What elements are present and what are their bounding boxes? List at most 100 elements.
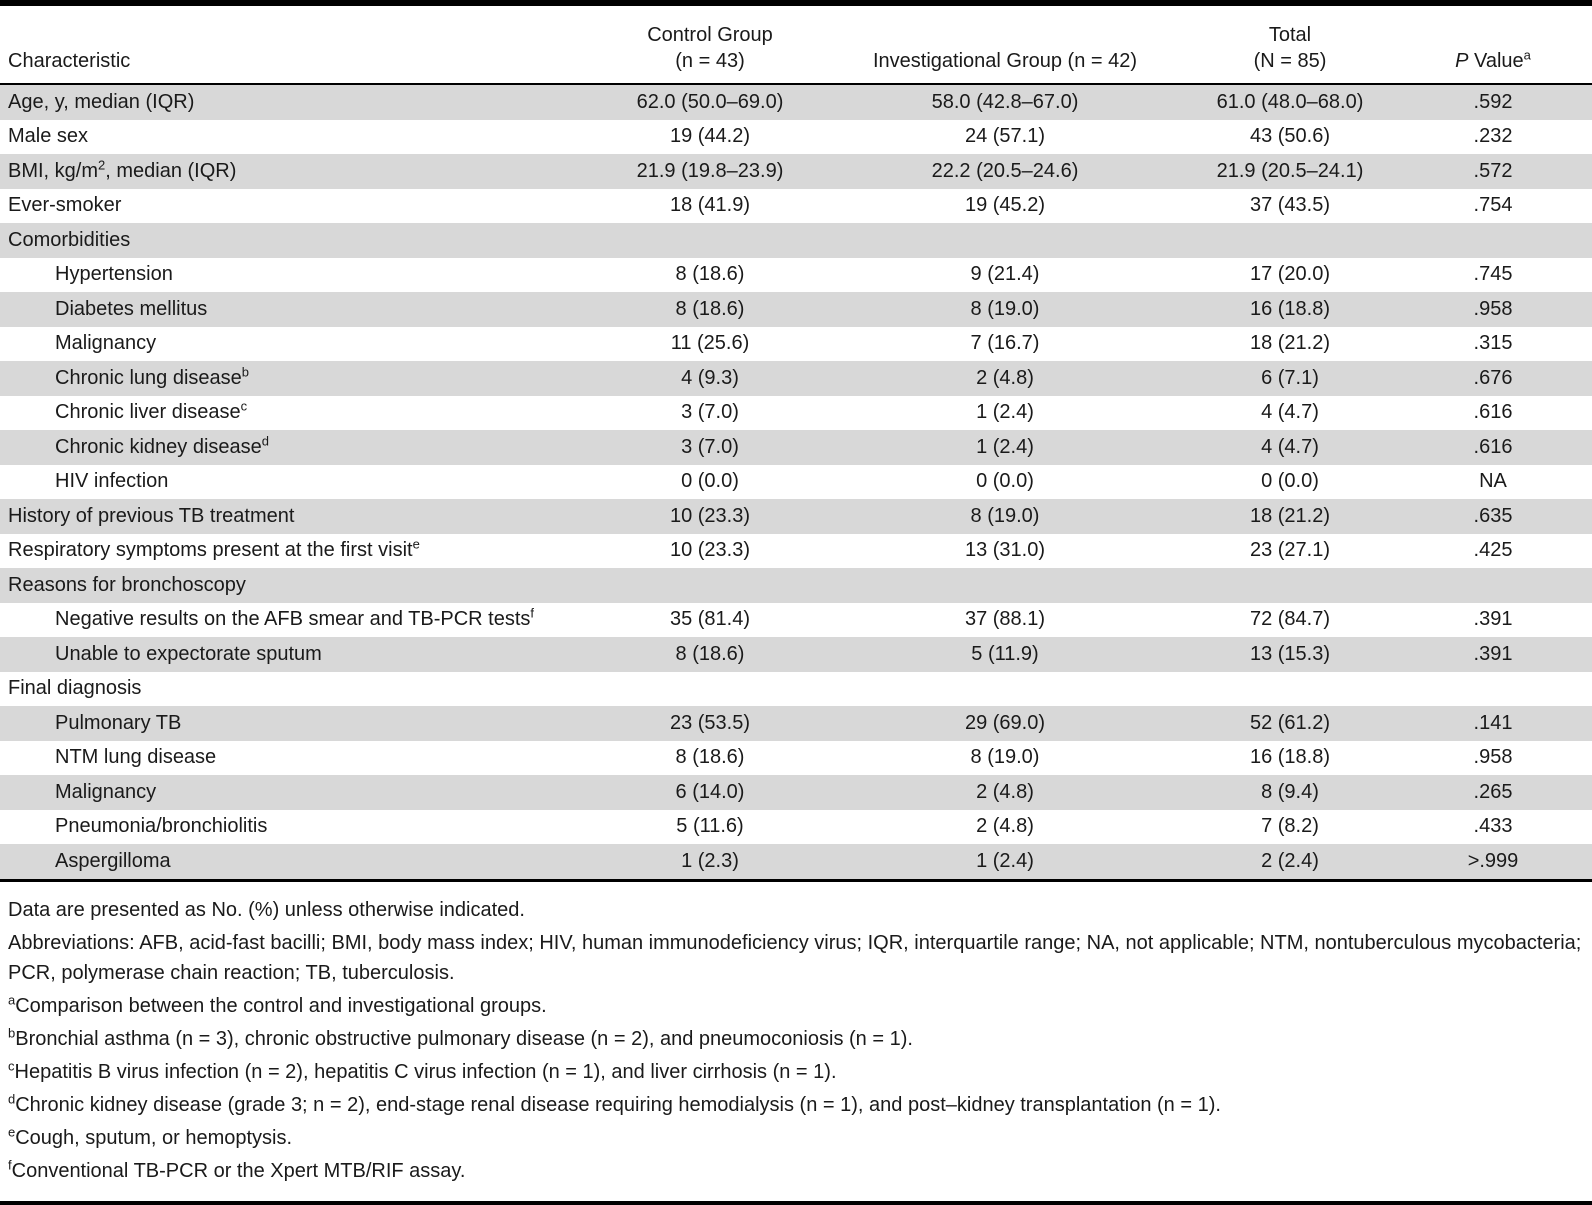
footnote-marker: b [8,1024,16,1040]
row-label-cell: Diabetes mellitus [0,292,560,327]
p-value: .616 [1473,435,1513,458]
control-value: 21.9 (19.8–23.9) [636,159,784,182]
table-row: Chronic kidney diseased 3 (7.0) 1 (2.4) … [0,430,1592,465]
investigational-value: 2 (4.8) [976,366,1034,389]
total-value: 7 (8.2) [1261,815,1319,838]
investigational-value: 8 (19.0) [970,504,1040,527]
control-value: 3 (7.0) [681,435,739,458]
p-value [1430,672,1592,707]
control-value: 8 (18.6) [675,642,745,665]
row-label-superscript: 2 [98,157,106,173]
total-value: 2 (2.4) [1150,844,1430,882]
total-value: 43 (50.6) [1249,125,1331,148]
row-label: Malignancy [55,332,157,355]
row-label-cell: HIV infection [0,465,560,500]
total-value: 18 (21.2) [1249,504,1331,527]
total-value: 23 (27.1) [1249,539,1331,562]
p-value: .315 [1473,332,1513,355]
total-value: 72 (84.7) [1249,608,1331,631]
investigational-value: 1 (2.4) [976,435,1034,458]
row-label-superscript: e [412,536,420,552]
control-value: 10 (23.3) [669,539,751,562]
row-label-cell: Pneumonia/bronchiolitis [0,810,560,845]
row-label-cell: Negative results on the AFB smear and TB… [0,603,560,638]
row-label: Chronic lung disease [55,366,242,389]
control-value: 0 (0.0) [681,470,739,493]
footnote-text: Chronic kidney disease (grade 3; n = 2),… [15,1093,1221,1116]
footnote-text: Bronchial asthma (n = 3), chronic obstru… [15,1027,913,1050]
investigational-value [860,672,1150,707]
p-value-header-superscript: a [1523,47,1531,63]
total-value: 17 (20.0) [1249,263,1331,286]
table-row: Male sex 19 (44.2) 24 (57.1) 43 (50.6) .… [0,120,1592,155]
control-value: 62.0 (50.0–69.0) [636,90,784,113]
footnote-text: Cough, sputum, or hemoptysis. [15,1126,293,1149]
investigational-value: 9 (21.4) [970,263,1040,286]
col-header-characteristic-label: Characteristic [8,50,131,72]
row-label: Ever-smoker [8,194,122,217]
investigational-value: 37 (88.1) [964,608,1046,631]
table-row: HIV infection 0 (0.0) 0 (0.0) 0 (0.0) NA [0,465,1592,500]
table-row: History of previous TB treatment 10 (23.… [0,499,1592,534]
investigational-value: 2 (4.8) [976,815,1034,838]
investigational-value [860,568,1150,603]
table-header: Characteristic Control Group (n = 43) In… [0,3,1592,85]
total-value: 16 (18.8) [1249,746,1331,769]
table-row: BMI, kg/m2, median (IQR) 21.9 (19.8–23.9… [0,154,1592,189]
investigational-value: 2 (4.8) [976,780,1034,803]
table-row: Pulmonary TB 23 (53.5) 29 (69.0) 52 (61.… [0,706,1592,741]
table-row: Chronic liver diseasec 3 (7.0) 1 (2.4) 4… [0,396,1592,431]
total-value: 6 (7.1) [1261,366,1319,389]
row-label-cell: BMI, kg/m2, median (IQR) [0,154,560,189]
control-value: 5 (11.6) [676,815,744,838]
p-value: .572 [1473,159,1513,182]
investigational-value: 7 (16.7) [970,332,1040,355]
investigational-group-header-label: Investigational Group (n = 42) [872,50,1138,72]
table-row: Final diagnosis [0,672,1592,707]
row-label: Hypertension [55,263,173,286]
footnote-text: Abbreviations: AFB, acid-fast bacilli; B… [8,931,1582,984]
p-value: .592 [1473,90,1513,113]
table-row: Aspergilloma 1 (2.3) 1 (2.4) 2 (2.4) >.9… [0,844,1592,882]
p-value: >.999 [1430,844,1592,882]
control-value: 23 (53.5) [669,711,751,734]
table-row: Pneumonia/bronchiolitis 5 (11.6) 2 (4.8)… [0,810,1592,845]
row-label: Unable to expectorate sputum [55,642,322,665]
row-label: Final diagnosis [8,677,142,700]
total-value: 8 (9.4) [1261,780,1319,803]
investigational-value [860,223,1150,258]
table-row: Respiratory symptoms present at the firs… [0,534,1592,569]
row-label-part2: , median (IQR) [105,159,237,182]
row-label-superscript: b [241,364,250,380]
row-label: HIV infection [55,470,169,493]
control-value: 1 (2.3) [560,844,860,882]
total-value [1150,223,1430,258]
total-value: 0 (0.0) [1261,470,1319,493]
total-value: 52 (61.2) [1249,711,1331,734]
control-value: 8 (18.6) [675,297,745,320]
total-value: 18 (21.2) [1249,332,1331,355]
table-row: Reasons for bronchoscopy [0,568,1592,603]
row-label-superscript: c [240,398,248,414]
control-value [560,568,860,603]
control-value: 6 (14.0) [675,780,745,803]
control-value: 11 (25.6) [670,332,750,355]
p-value-header-italic-p: P [1455,50,1469,72]
row-label: Diabetes mellitus [55,297,208,320]
row-label-cell: Pulmonary TB [0,706,560,741]
investigational-value: 58.0 (42.8–67.0) [931,90,1079,113]
control-value: 8 (18.6) [675,263,745,286]
investigational-value: 1 (2.4) [860,844,1150,882]
row-label: Aspergilloma [55,849,171,872]
control-value: 19 (44.2) [669,125,751,148]
row-label-cell: NTM lung disease [0,741,560,776]
p-value: .958 [1473,297,1513,320]
footnote: fConventional TB-PCR or the Xpert MTB/RI… [8,1156,1584,1186]
table-body: Age, y, median (IQR) 62.0 (50.0–69.0) 58… [0,84,1592,882]
total-header-line1: Total [1268,24,1312,46]
control-value [560,223,860,258]
p-value: .391 [1473,642,1513,665]
row-label-cell: Malignancy [0,327,560,362]
p-value: .232 [1473,125,1513,148]
